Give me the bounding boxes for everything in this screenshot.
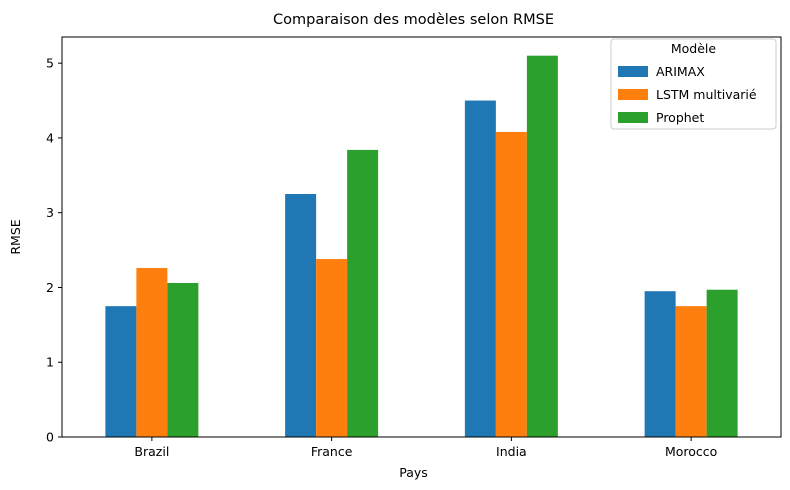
legend-label-arimax: ARIMAX <box>656 64 705 79</box>
x-tick-label: Brazil <box>134 444 169 459</box>
y-tick-label: 2 <box>46 280 54 295</box>
bar-prophet-morocco <box>706 289 738 437</box>
bars-layer <box>105 55 738 438</box>
bar-lstm-multivarie-france <box>316 259 348 437</box>
bar-arimax-morocco <box>644 291 676 437</box>
y-tick-label: 4 <box>46 130 54 145</box>
x-tick-label: France <box>311 444 353 459</box>
y-axis: 0 1 2 3 4 5 <box>46 56 62 445</box>
plot-frame <box>61 36 782 438</box>
x-axis-label: Pays <box>399 465 428 480</box>
legend-swatch-prophet <box>618 112 648 123</box>
legend-box <box>610 38 777 130</box>
bar-arimax-brazil <box>105 306 137 437</box>
bar-prophet-india <box>526 55 558 437</box>
y-tick-label: 3 <box>46 205 54 220</box>
chart-title: Comparaison des modèles selon RMSE <box>273 12 554 28</box>
bar-arimax-france <box>285 194 317 437</box>
legend-swatch-lstm-multivarie <box>618 89 648 100</box>
legend-swatch-arimax <box>618 66 648 77</box>
bar-lstm-multivarie-india <box>495 131 527 437</box>
legend: Modèle ARIMAX LSTM multivarié Prophet <box>610 38 777 130</box>
bar-lstm-multivarie-morocco <box>675 306 707 437</box>
y-tick-label: 0 <box>46 430 54 445</box>
legend-label-prophet: Prophet <box>656 110 704 125</box>
x-tick-label: Morocco <box>665 444 717 459</box>
x-axis: Brazil France India Morocco <box>134 437 717 459</box>
y-tick-label: 1 <box>46 355 54 370</box>
bar-arimax-india <box>464 100 496 438</box>
x-tick-label: India <box>496 444 527 459</box>
bar-prophet-france <box>347 149 379 437</box>
y-axis-label: RMSE <box>8 219 23 254</box>
bar-prophet-brazil <box>167 282 199 437</box>
legend-label-lstm-multivarie: LSTM multivarié <box>656 87 757 102</box>
legend-title: Modèle <box>671 41 717 56</box>
bar-lstm-multivarie-brazil <box>136 268 168 437</box>
y-tick-label: 5 <box>46 56 54 71</box>
